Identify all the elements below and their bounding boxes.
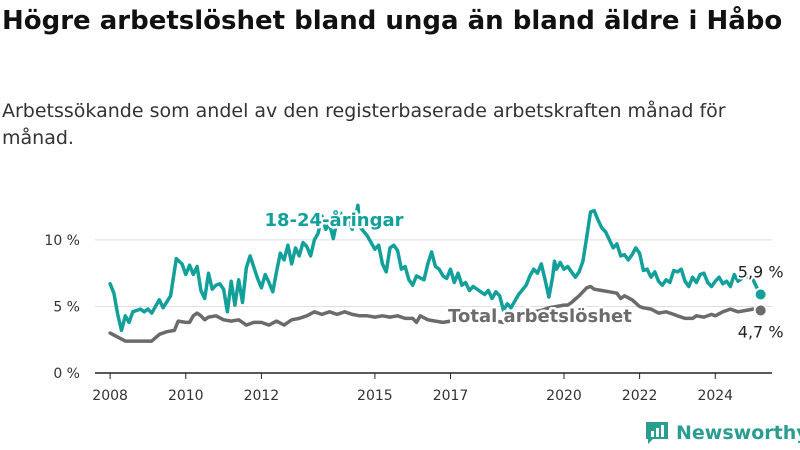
x-tick-label: 2017: [433, 388, 469, 404]
newsworthy-logo: Newsworthy: [644, 418, 800, 448]
series-line-total: [108, 284, 763, 343]
x-tick-label: 2024: [697, 388, 733, 404]
newsworthy-logo-text: Newsworthy: [676, 422, 800, 444]
end-value-label-total: 4,7 %: [738, 322, 784, 341]
end-point-youth: [753, 287, 768, 302]
y-tick-label: 0 %: [53, 366, 80, 382]
x-tick-label: 2008: [92, 388, 128, 404]
x-tick-label: 2015: [357, 388, 393, 404]
series-label-youth: 18-24-åringar: [265, 209, 404, 231]
series-label-total: Total arbetslöshet: [448, 306, 632, 327]
end-value-label-youth: 5,9 %: [738, 262, 784, 281]
x-tick-label: 2012: [244, 388, 280, 404]
y-tick-label: 10 %: [44, 233, 80, 249]
page-subtitle: Arbetssökande som andel av den registerb…: [2, 100, 726, 149]
series-line-youth: [108, 203, 763, 333]
x-tick-label: 2022: [622, 388, 658, 404]
end-point-total: [753, 303, 768, 318]
x-tick-label: 2010: [168, 388, 204, 404]
x-tick-label: 2020: [546, 388, 582, 404]
y-tick-label: 5 %: [53, 299, 80, 315]
newsworthy-logo-icon: [646, 422, 668, 444]
page-title: Högre arbetslöshet bland unga än bland ä…: [2, 6, 783, 36]
